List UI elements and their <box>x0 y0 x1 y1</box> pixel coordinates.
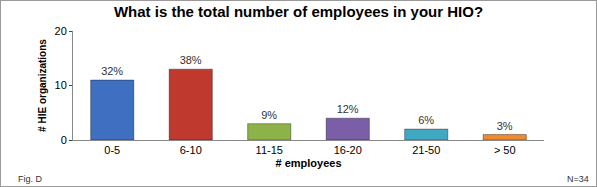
svg-text:# HIE organizations: # HIE organizations <box>37 39 48 132</box>
svg-text:N=34: N=34 <box>567 174 589 184</box>
svg-text:0: 0 <box>61 134 67 146</box>
svg-text:What is the total number of em: What is the total number of employees in… <box>114 3 483 20</box>
svg-text:9%: 9% <box>261 109 277 121</box>
svg-text:38%: 38% <box>180 54 202 66</box>
svg-text:32%: 32% <box>101 65 123 77</box>
svg-text:6-10: 6-10 <box>180 144 202 156</box>
svg-text:16-20: 16-20 <box>334 144 362 156</box>
svg-text:11-15: 11-15 <box>256 144 283 156</box>
svg-text:0-5: 0-5 <box>104 144 120 156</box>
svg-text:10: 10 <box>55 79 67 91</box>
svg-text:> 50: > 50 <box>494 144 516 156</box>
svg-text:21-50: 21-50 <box>412 144 440 156</box>
svg-text:3%: 3% <box>497 120 513 132</box>
svg-text:Fig. D: Fig. D <box>18 174 43 184</box>
svg-text:# employees: # employees <box>275 157 341 169</box>
svg-text:12%: 12% <box>337 103 359 115</box>
svg-text:6%: 6% <box>418 114 434 126</box>
svg-text:20: 20 <box>55 25 67 37</box>
